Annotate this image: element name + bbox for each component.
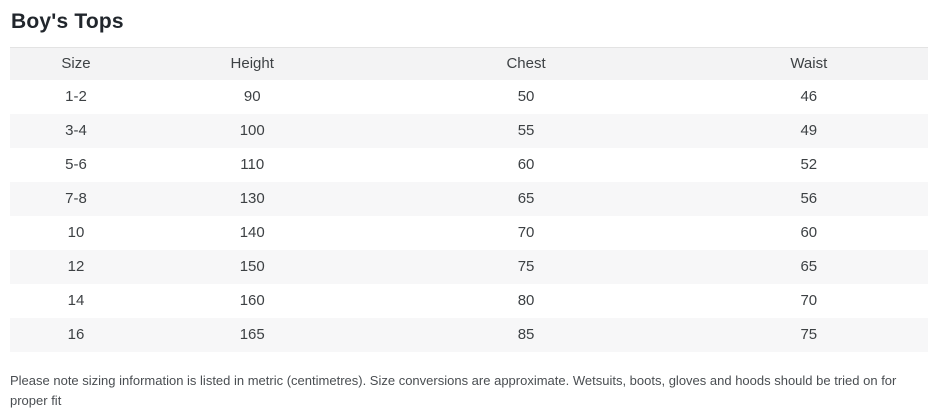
table-cell: 65 <box>800 258 818 275</box>
table-cell: 46 <box>800 88 818 105</box>
table-cell: 90 <box>243 88 261 105</box>
table-cell: 65 <box>517 190 535 207</box>
table-cell: 49 <box>800 122 818 139</box>
column-header-size: Size <box>10 47 142 80</box>
table-cell: 1-2 <box>65 88 87 105</box>
size-chart-table: Size Height Chest Waist 1-2 90 50 46 3-4 100 55 49… <box>10 47 928 352</box>
table-cell: 140 <box>239 224 265 241</box>
table-cell: 160 <box>239 292 265 309</box>
table-cell: 150 <box>239 258 265 275</box>
table-row: 3-4 100 55 49 <box>10 114 928 148</box>
table-cell: 7-8 <box>65 190 87 207</box>
table-cell: 70 <box>800 292 818 309</box>
table-row: 1-2 90 50 46 <box>10 80 928 114</box>
table-cell: 60 <box>517 156 535 173</box>
sizing-note: Please note sizing information is listed… <box>10 373 897 409</box>
table-row: 7-8 130 65 56 <box>10 182 928 216</box>
table-head: Size Height Chest Waist <box>10 47 928 80</box>
table-cell: 14 <box>67 292 85 309</box>
table-cell: 75 <box>517 258 535 275</box>
table-row: 12 150 75 65 <box>10 250 928 284</box>
table-cell: 12 <box>67 258 85 275</box>
table-cell: 16 <box>67 326 85 343</box>
table-cell: 56 <box>800 190 818 207</box>
table-cell: 55 <box>517 122 535 139</box>
table-cell: 3-4 <box>65 122 87 139</box>
table-cell: 80 <box>517 292 535 309</box>
column-header-waist: Waist <box>689 47 928 80</box>
table-cell: 10 <box>67 224 85 241</box>
table-cell: 165 <box>239 326 265 343</box>
table-cell: 110 <box>240 156 265 173</box>
table-cell: 50 <box>517 88 535 105</box>
table-header-row: Size Height Chest Waist <box>10 47 928 80</box>
column-header-chest: Chest <box>362 47 690 80</box>
table-cell: 52 <box>800 156 818 173</box>
table-row: 5-6 110 60 52 <box>10 148 928 182</box>
table-cell: 5-6 <box>65 156 87 173</box>
column-header-height: Height <box>141 47 363 80</box>
table-cell: 75 <box>800 326 818 343</box>
table-row: 10 140 70 60 <box>10 216 928 250</box>
table-cell: 85 <box>517 326 535 343</box>
table-cell: 100 <box>239 122 265 139</box>
table-cell: 70 <box>517 224 535 241</box>
table-row: 16 165 85 75 <box>10 318 928 352</box>
table-body: 1-2 90 50 46 3-4 100 55 49 5-6 110 60 52 7-8 130 65 56 1… <box>10 80 928 352</box>
table-cell: 130 <box>239 190 265 207</box>
page-title: Boy's Tops <box>11 10 124 33</box>
table-cell: 60 <box>800 224 818 241</box>
table-row: 14 160 80 70 <box>10 284 928 318</box>
